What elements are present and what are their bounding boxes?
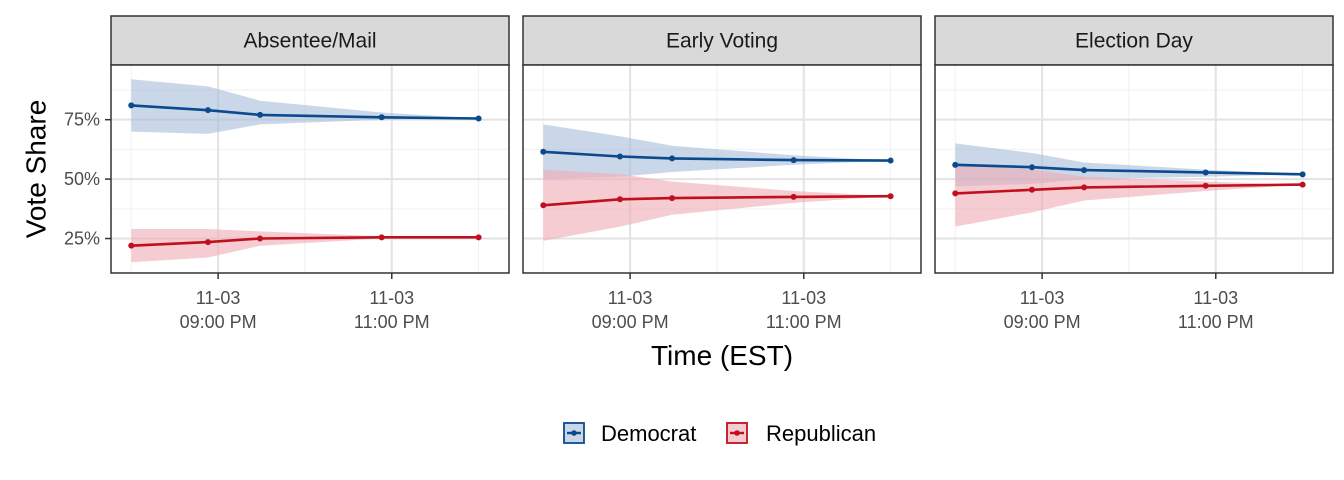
republican-data-point (475, 234, 482, 241)
legend-key-point (571, 430, 577, 436)
x-tick-label: 11-03 (1193, 288, 1238, 308)
facet-panel-3: Election Day 11-03 09:00 PM 11-03 11:00 PM (934, 15, 1334, 332)
democrat-data-point (540, 148, 547, 155)
democrat-confidence-band (543, 124, 891, 180)
x-tick-label: 09:00 PM (180, 312, 257, 332)
republican-data-point (669, 195, 676, 202)
democrat-data-point (204, 107, 211, 114)
republican-data-point (1028, 186, 1035, 193)
legend-item-republican: Republican (726, 421, 876, 446)
democrat-data-point (128, 102, 135, 109)
republican-data-point (540, 202, 547, 209)
democrat-data-point (952, 161, 959, 168)
legend-item-democrat: Democrat (563, 421, 696, 446)
panel-border (522, 64, 922, 274)
y-axis: 25% 50% 75% (64, 110, 111, 249)
x-tick-label: 11:00 PM (766, 312, 842, 332)
facet-strip-label: Early Voting (666, 30, 778, 53)
x-tick-label: 09:00 PM (1004, 312, 1081, 332)
legend-label: Republican (766, 421, 876, 446)
panel-border (110, 64, 510, 274)
x-tick-label: 11-03 (1020, 288, 1065, 308)
x-tick-label: 11-03 (608, 288, 653, 308)
x-tick-label: 11-03 (781, 288, 826, 308)
facet-strip (934, 15, 1334, 66)
y-tick-label: 50% (64, 169, 100, 189)
y-axis-title: Vote Share (20, 100, 51, 239)
legend-key-point (734, 430, 740, 436)
facet-strip-label: Absentee/Mail (243, 30, 376, 53)
facet-panel-1: Absentee/Mail 11-03 09:00 PM 11-03 11:00 PM (110, 15, 510, 332)
x-tick-label: 11-03 (196, 288, 241, 308)
y-tick-label: 75% (64, 110, 100, 130)
republican-data-point (128, 242, 135, 249)
facet-strip (110, 15, 510, 66)
republican-data-point (1202, 182, 1209, 189)
panel-border (934, 64, 1334, 274)
republican-data-point (257, 235, 264, 242)
republican-confidence-band (543, 169, 891, 241)
facet-strip (522, 15, 922, 66)
democrat-data-point (475, 115, 482, 122)
legend-label: Democrat (601, 421, 696, 446)
x-tick-label: 11:00 PM (1178, 312, 1254, 332)
democrat-data-point (1299, 171, 1306, 178)
facet-panel-2: Early Voting 11-03 09:00 PM 11-03 11:00 PM (522, 15, 922, 332)
republican-data-point (378, 234, 385, 241)
x-tick-label: 11:00 PM (354, 312, 430, 332)
x-axis-title: Time (EST) (651, 340, 793, 371)
legend: Democrat Republican (563, 421, 876, 446)
republican-data-point (204, 239, 211, 246)
x-tick-label: 09:00 PM (592, 312, 669, 332)
republican-data-point (1081, 184, 1088, 191)
democrat-data-point (669, 155, 676, 162)
y-tick-label: 25% (64, 229, 100, 249)
republican-confidence-band (955, 164, 1303, 227)
republican-data-point (616, 196, 623, 203)
democrat-data-point (1028, 164, 1035, 171)
democrat-data-point (378, 114, 385, 121)
democrat-data-point (1081, 167, 1088, 174)
republican-data-point (1299, 181, 1306, 188)
x-tick-label: 11-03 (369, 288, 414, 308)
democrat-data-point (887, 157, 894, 164)
republican-data-point (952, 190, 959, 197)
democrat-confidence-band (131, 79, 479, 134)
republican-data-point (790, 193, 797, 200)
democrat-data-point (1202, 169, 1209, 176)
republican-data-point (887, 193, 894, 200)
democrat-data-point (616, 153, 623, 160)
democrat-data-point (257, 111, 264, 118)
democrat-data-point (790, 157, 797, 164)
facet-strip-label: Election Day (1075, 30, 1193, 53)
